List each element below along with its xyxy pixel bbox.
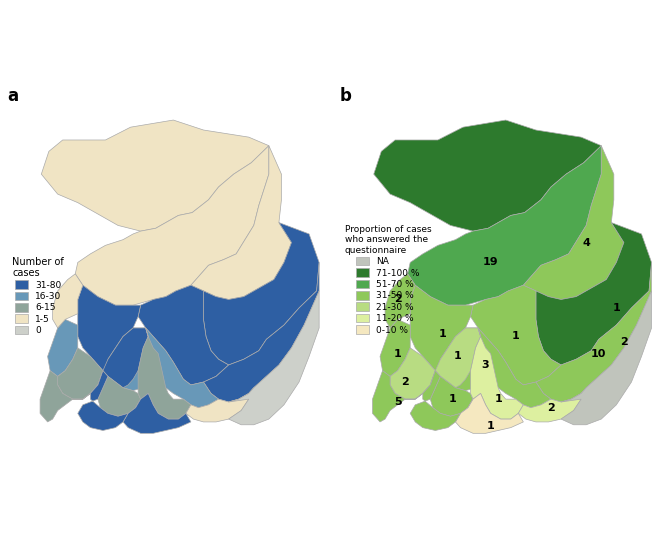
- Text: 1: 1: [613, 303, 620, 313]
- Polygon shape: [136, 328, 191, 419]
- Polygon shape: [98, 377, 140, 416]
- Text: 2: 2: [401, 377, 409, 387]
- Polygon shape: [78, 371, 128, 430]
- Polygon shape: [440, 328, 551, 408]
- Polygon shape: [203, 263, 319, 402]
- Legend: NA, 71-100 %, 51-70 %, 31-50 %, 21-30 %, 11-20 %, 0-10 %: NA, 71-100 %, 51-70 %, 31-50 %, 21-30 %,…: [341, 221, 435, 338]
- Polygon shape: [229, 291, 319, 425]
- Polygon shape: [123, 393, 191, 434]
- Text: 3: 3: [482, 360, 490, 370]
- Text: 1: 1: [454, 351, 462, 362]
- Polygon shape: [40, 371, 103, 422]
- Polygon shape: [470, 285, 561, 385]
- Polygon shape: [523, 145, 624, 300]
- Polygon shape: [536, 263, 652, 402]
- Text: a: a: [7, 87, 19, 105]
- Polygon shape: [47, 320, 78, 377]
- Polygon shape: [407, 145, 601, 305]
- Text: 1: 1: [494, 394, 502, 404]
- Polygon shape: [518, 388, 586, 422]
- Polygon shape: [390, 348, 436, 399]
- Polygon shape: [561, 291, 652, 425]
- Polygon shape: [374, 120, 601, 231]
- Polygon shape: [430, 377, 473, 416]
- Polygon shape: [468, 328, 523, 419]
- Text: 2: 2: [620, 337, 628, 347]
- Text: 1: 1: [439, 328, 447, 338]
- Legend: 31-80, 16-30, 6-15, 1-5, 0: 31-80, 16-30, 6-15, 1-5, 0: [9, 253, 68, 339]
- Polygon shape: [138, 285, 229, 385]
- Text: 2: 2: [394, 294, 401, 305]
- Text: 1: 1: [394, 348, 401, 358]
- Polygon shape: [53, 274, 83, 328]
- Text: 10: 10: [591, 348, 606, 358]
- Polygon shape: [456, 393, 523, 434]
- Text: 5: 5: [394, 397, 401, 407]
- Polygon shape: [58, 348, 103, 399]
- Polygon shape: [373, 371, 436, 422]
- Text: 4: 4: [582, 237, 590, 248]
- Text: 1: 1: [512, 331, 520, 342]
- Text: 2: 2: [547, 403, 555, 413]
- Polygon shape: [191, 145, 292, 300]
- Polygon shape: [103, 328, 148, 388]
- Polygon shape: [41, 120, 269, 231]
- Polygon shape: [410, 371, 460, 430]
- Text: 1: 1: [487, 421, 494, 431]
- Text: 1: 1: [449, 394, 457, 404]
- Polygon shape: [385, 274, 415, 328]
- Polygon shape: [380, 320, 410, 377]
- Polygon shape: [108, 328, 219, 408]
- Text: b: b: [340, 87, 352, 105]
- Polygon shape: [203, 222, 319, 365]
- Polygon shape: [76, 145, 269, 305]
- Polygon shape: [436, 328, 480, 388]
- Polygon shape: [536, 222, 652, 365]
- Polygon shape: [410, 285, 473, 371]
- Text: 19: 19: [483, 258, 498, 268]
- Polygon shape: [78, 285, 140, 371]
- Polygon shape: [186, 388, 254, 422]
